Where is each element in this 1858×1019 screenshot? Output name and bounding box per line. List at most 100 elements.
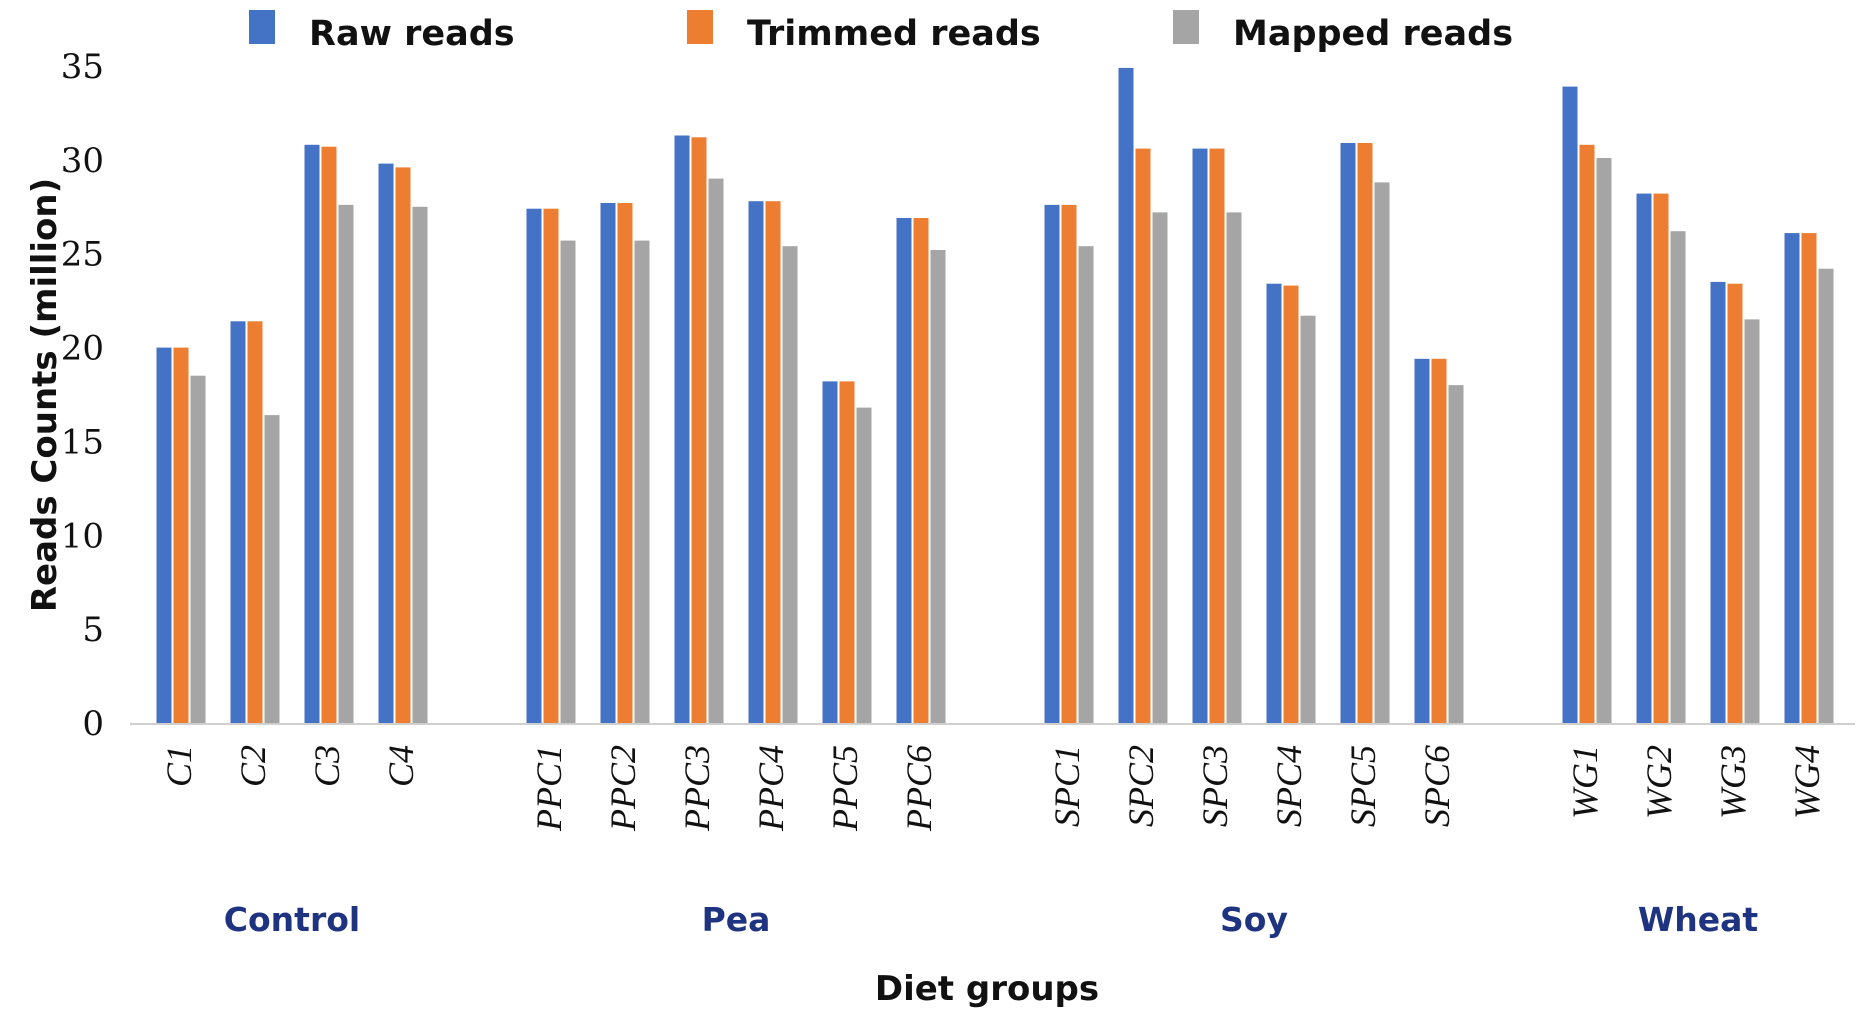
bar-trimmed-reads-spc5: [1357, 143, 1373, 723]
x-tick-label: SPC4: [1269, 745, 1309, 827]
bar-raw-reads-c1: [156, 347, 172, 723]
x-tick-label: PPC4: [751, 745, 791, 832]
bar-trimmed-reads-ppc6: [913, 218, 929, 723]
bar-trimmed-reads-spc6: [1431, 358, 1447, 723]
y-tick-label: 10: [61, 516, 104, 556]
x-tick-label: WG2: [1639, 745, 1679, 819]
group-label-control: Control: [224, 900, 360, 939]
legend-swatch-mapped-reads: [1173, 10, 1199, 44]
bar-mapped-reads-ppc4: [782, 246, 798, 723]
x-tick-label: SPC3: [1195, 745, 1235, 827]
bar-trimmed-reads-wg3: [1727, 283, 1743, 723]
bar-mapped-reads-spc2: [1152, 212, 1168, 723]
x-tick-label: C3: [307, 745, 347, 787]
bar-raw-reads-spc6: [1414, 358, 1430, 723]
x-tick-label: WG4: [1787, 745, 1827, 819]
bar-raw-reads-wg2: [1636, 193, 1652, 724]
bar-raw-reads-ppc4: [748, 201, 764, 723]
x-tick-label: PPC5: [825, 745, 865, 832]
bar-mapped-reads-wg3: [1744, 319, 1760, 723]
bar-mapped-reads-wg4: [1818, 268, 1834, 723]
bar-mapped-reads-ppc6: [930, 250, 946, 723]
group-labels: Control Pea Soy Wheat: [224, 900, 1759, 939]
bar-raw-reads-ppc2: [600, 203, 616, 723]
bar-mapped-reads-spc1: [1078, 246, 1094, 723]
group-label-soy: Soy: [1220, 900, 1288, 939]
bar-raw-reads-spc5: [1340, 143, 1356, 723]
bar-raw-reads-spc2: [1118, 67, 1134, 723]
bar-mapped-reads-ppc3: [708, 178, 724, 724]
bar-mapped-reads-ppc1: [560, 240, 576, 723]
bar-trimmed-reads-ppc3: [691, 137, 707, 724]
bar-trimmed-reads-wg4: [1801, 233, 1817, 723]
y-axis-title: Reads Counts (million): [25, 178, 65, 612]
bar-mapped-reads-spc4: [1300, 315, 1316, 723]
bar-raw-reads-ppc3: [674, 135, 690, 723]
bar-trimmed-reads-spc4: [1283, 285, 1299, 723]
x-tick-label: PPC1: [529, 745, 569, 832]
y-tick-label: 5: [82, 610, 104, 650]
bar-raw-reads-spc1: [1044, 204, 1060, 723]
legend-swatch-trimmed-reads: [687, 10, 713, 44]
x-tick-label: PPC3: [677, 745, 717, 832]
x-axis-ticks: C1 C2 C3 C4 PPC1 PPC2 PPC3 PPC4 PPC5 PPC6 SPC1 SPC2…: [159, 745, 1827, 832]
group-label-wheat: Wheat: [1638, 900, 1759, 939]
legend: Raw reads Trimmed reads Mapped reads: [249, 10, 1513, 54]
legend-label: Raw reads: [309, 14, 515, 54]
bar-trimmed-reads-ppc1: [543, 208, 559, 723]
bar-mapped-reads-wg2: [1670, 231, 1686, 723]
x-tick-label: C4: [381, 745, 421, 787]
bar-mapped-reads-c3: [338, 204, 354, 723]
bar-raw-reads-wg1: [1562, 86, 1578, 724]
y-tick-label: 0: [82, 704, 104, 744]
bar-mapped-reads-wg1: [1596, 158, 1612, 723]
x-tick-label: SPC2: [1121, 745, 1161, 827]
x-tick-label: SPC5: [1343, 745, 1383, 827]
bar-trimmed-reads-spc3: [1209, 148, 1225, 724]
bar-trimmed-reads-wg2: [1653, 193, 1669, 724]
y-axis-ticks: 0 5 10 15 20 25 30 35: [61, 47, 104, 744]
bar-trimmed-reads-ppc4: [765, 201, 781, 723]
y-tick-label: 15: [61, 422, 104, 462]
bar-mapped-reads-spc6: [1448, 385, 1464, 723]
x-tick-label: SPC6: [1417, 745, 1457, 827]
legend-label: Trimmed reads: [747, 14, 1041, 54]
bar-raw-reads-ppc6: [896, 218, 912, 723]
bars: [156, 67, 1834, 724]
bar-mapped-reads-c2: [264, 415, 280, 723]
legend-swatch-raw-reads: [249, 10, 275, 44]
bar-raw-reads-ppc5: [822, 381, 838, 723]
legend-label: Mapped reads: [1233, 14, 1513, 54]
bar-trimmed-reads-ppc5: [839, 381, 855, 723]
bar-raw-reads-spc3: [1192, 148, 1208, 724]
x-axis-title: Diet groups: [875, 969, 1099, 1009]
x-tick-label: SPC1: [1047, 745, 1087, 827]
x-tick-label: WG1: [1565, 745, 1605, 819]
bar-trimmed-reads-wg1: [1579, 144, 1595, 724]
bar-trimmed-reads-ppc2: [617, 203, 633, 723]
bar-trimmed-reads-c1: [173, 347, 189, 723]
bar-mapped-reads-ppc5: [856, 407, 872, 723]
y-tick-label: 25: [61, 235, 104, 275]
bar-trimmed-reads-c4: [395, 167, 411, 723]
bar-raw-reads-c2: [230, 321, 246, 723]
bar-trimmed-reads-c2: [247, 321, 263, 723]
bar-mapped-reads-c4: [412, 206, 428, 724]
x-tick-label: PPC2: [603, 745, 643, 832]
bar-trimmed-reads-spc2: [1135, 148, 1151, 724]
y-tick-label: 20: [61, 329, 104, 369]
bar-trimmed-reads-c3: [321, 146, 337, 723]
bar-mapped-reads-c1: [190, 375, 206, 723]
bar-mapped-reads-ppc2: [634, 240, 650, 723]
bar-trimmed-reads-spc1: [1061, 204, 1077, 723]
bar-raw-reads-spc4: [1266, 283, 1282, 723]
x-tick-label: WG3: [1713, 745, 1753, 819]
bar-raw-reads-wg3: [1710, 281, 1726, 723]
bar-raw-reads-c4: [378, 163, 394, 724]
y-tick-label: 30: [61, 141, 104, 181]
bar-raw-reads-ppc1: [526, 208, 542, 723]
bar-raw-reads-c3: [304, 144, 320, 724]
y-tick-label: 35: [61, 47, 104, 87]
bar-mapped-reads-spc5: [1374, 182, 1390, 723]
bar-mapped-reads-spc3: [1226, 212, 1242, 723]
